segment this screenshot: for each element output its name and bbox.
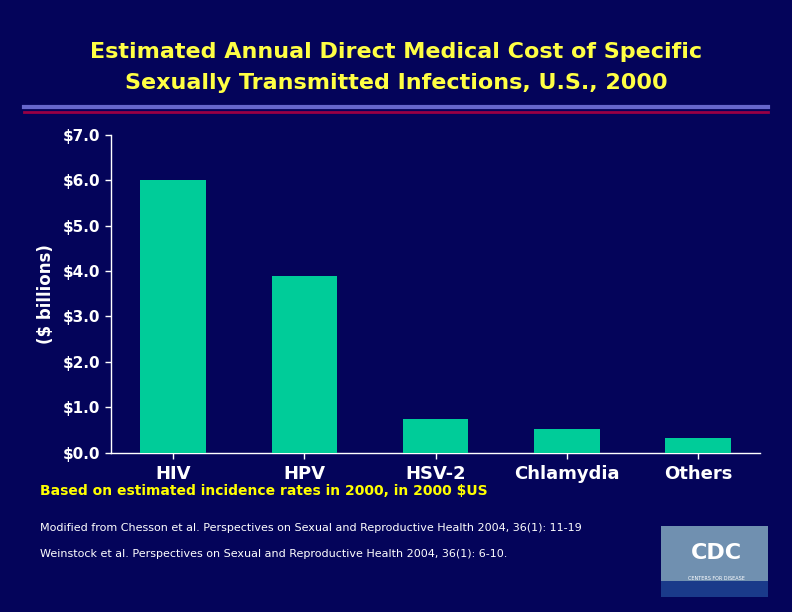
Text: Estimated Annual Direct Medical Cost of Specific: Estimated Annual Direct Medical Cost of … <box>90 42 702 62</box>
Bar <box>534 429 600 453</box>
Y-axis label: ($ billions): ($ billions) <box>36 244 55 344</box>
Text: Weinstock et al. Perspectives on Sexual and Reproductive Health 2004, 36(1): 6-1: Weinstock et al. Perspectives on Sexual … <box>40 549 507 559</box>
Bar <box>665 438 731 453</box>
Text: Modified from Chesson et al. Perspectives on Sexual and Reproductive Health 2004: Modified from Chesson et al. Perspective… <box>40 523 581 532</box>
Bar <box>272 275 337 453</box>
Bar <box>140 180 206 453</box>
Text: CENTERS FOR DISEASE
CONTROL AND PREVENTIOΝ: CENTERS FOR DISEASE CONTROL AND PREVENTI… <box>682 576 752 587</box>
Text: CDC: CDC <box>691 543 742 563</box>
Bar <box>403 419 468 453</box>
Text: Based on estimated incidence rates in 2000, in 2000 $US: Based on estimated incidence rates in 20… <box>40 484 487 498</box>
Text: Sexually Transmitted Infections, U.S., 2000: Sexually Transmitted Infections, U.S., 2… <box>124 73 668 92</box>
